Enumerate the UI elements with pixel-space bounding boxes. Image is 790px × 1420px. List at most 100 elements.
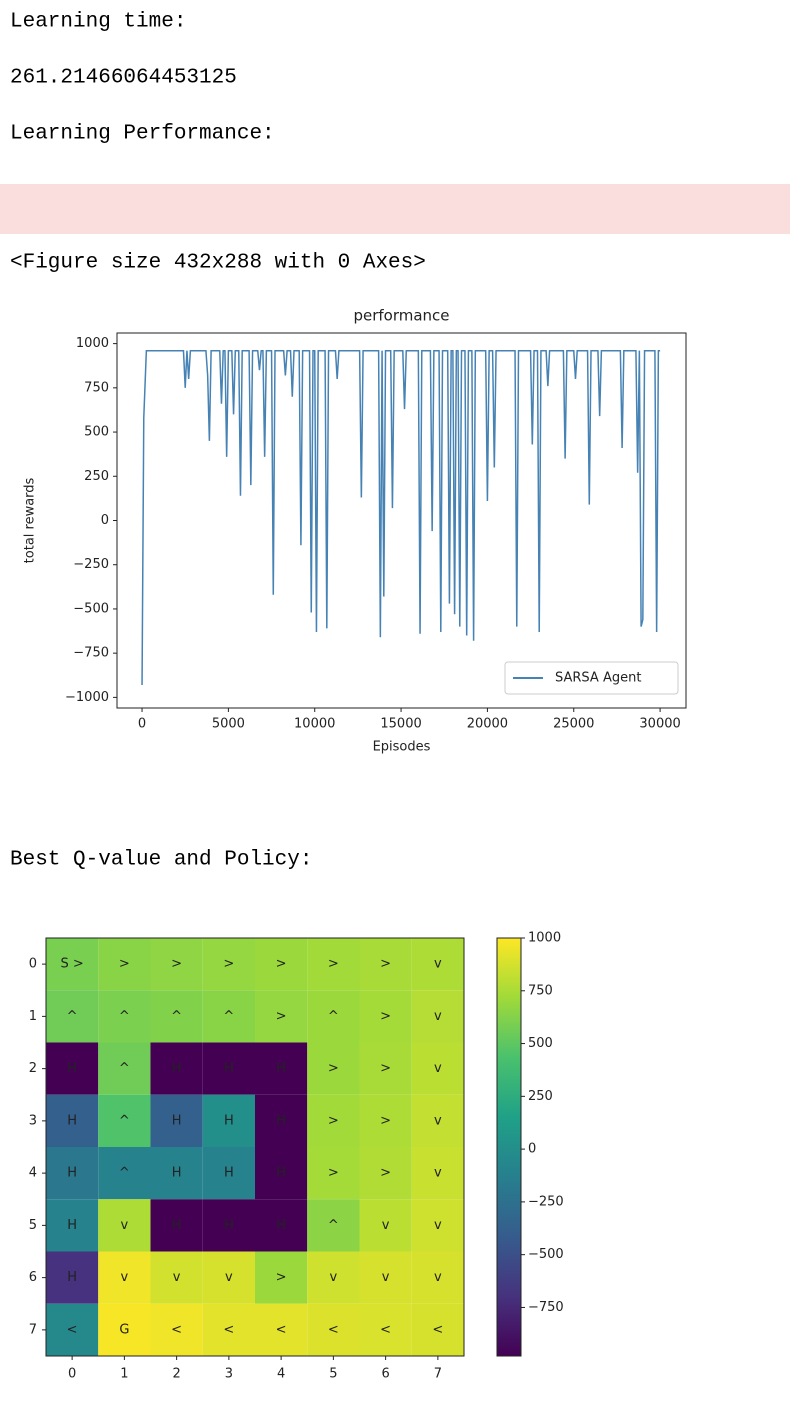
cell-annotation: < (328, 1322, 339, 1337)
colorbar (496, 937, 522, 1357)
x-axis-label: Episodes (373, 740, 431, 755)
x-tick-label: 25000 (553, 717, 594, 732)
colorbar-tick-label: 1000 (528, 931, 561, 946)
heatmap-cell (411, 1303, 464, 1356)
heatmap-cell (98, 938, 151, 991)
heatmap-cell (255, 1199, 308, 1252)
plot-frame (116, 332, 687, 709)
heatmap-cell (150, 1251, 203, 1304)
cell-annotation: > (276, 1270, 287, 1285)
heatmap-cell (202, 1303, 255, 1356)
heatmap-cell (359, 1199, 412, 1252)
x-tick-label: 2 (172, 1367, 180, 1382)
heatmap-cell (46, 1042, 99, 1095)
cell-annotation: ^ (67, 1009, 78, 1024)
cell-annotation: H (276, 1218, 286, 1233)
legend-box (504, 661, 679, 695)
cell-annotation: H (67, 1166, 77, 1181)
cell-annotation: > (276, 957, 287, 972)
cell-annotation: > (171, 957, 182, 972)
heatmap-cell (411, 938, 464, 991)
colorbar-tick-label: −250 (528, 1194, 564, 1209)
y-tick-label: 250 (84, 469, 109, 484)
y-tick-label: 1000 (76, 336, 109, 351)
heatmap-cell (150, 938, 203, 991)
data-line (141, 349, 661, 686)
heatmap-cell (46, 1251, 99, 1304)
heatmap-cell (46, 938, 99, 991)
colorbar-tick-label: 750 (528, 983, 553, 998)
heatmap-cell (150, 1303, 203, 1356)
y-tick-label: −250 (73, 557, 109, 572)
heatmap-cell (359, 990, 412, 1043)
y-tick-label: 5 (29, 1218, 37, 1233)
cell-annotation: ^ (328, 1009, 339, 1024)
heatmap-cell (307, 1303, 360, 1356)
cell-annotation: v (382, 1218, 390, 1233)
cell-annotation: ^ (223, 1009, 234, 1024)
value: 261.21466064453125 (10, 67, 237, 90)
cell-annotation: < (67, 1322, 78, 1337)
chart-title: performance (353, 307, 449, 325)
heatmap-cell (202, 990, 255, 1043)
heatmap-cell (307, 1042, 360, 1095)
heatmap-cell (98, 1199, 151, 1252)
cell-annotation: > (380, 1061, 391, 1076)
heatmap-cell (150, 1147, 203, 1200)
colorbar-tick-label: 250 (528, 1089, 553, 1104)
legend-label: SARSA Agent (555, 671, 641, 686)
x-tick-label: 3 (225, 1367, 233, 1382)
heatmap-cell (307, 1251, 360, 1304)
cell-annotation: ^ (171, 1009, 182, 1024)
heatmap-cell (411, 990, 464, 1043)
plot-frame (45, 937, 465, 1357)
colorbar-tick-label: 0 (528, 1142, 536, 1157)
heatmap-cell (202, 1147, 255, 1200)
y-tick-label: 750 (84, 380, 109, 395)
cell-annotation: v (434, 1113, 442, 1128)
heatmap-cell (411, 1199, 464, 1252)
y-tick-label: 0 (101, 513, 109, 528)
cell-annotation: > (380, 1166, 391, 1181)
cell-annotation: > (119, 957, 130, 972)
cell-annotation: H (172, 1218, 182, 1233)
heatmap-cell (307, 938, 360, 991)
heatmap-cell (255, 1251, 308, 1304)
heatmap-cell (46, 1147, 99, 1200)
cell-annotation: v (434, 1061, 442, 1076)
label: Learning time: (10, 11, 186, 34)
y-tick-label: 500 (84, 425, 109, 440)
heatmap-cell (255, 1094, 308, 1147)
heatmap-cell (202, 1199, 255, 1252)
y-tick-label: 2 (29, 1061, 37, 1076)
y-tick-label: −750 (73, 646, 109, 661)
cell-annotation: H (67, 1113, 77, 1128)
cell-annotation: H (224, 1166, 234, 1181)
cell-annotation: v (434, 1166, 442, 1181)
heatmap-cell (98, 990, 151, 1043)
cell-annotation: < (380, 1322, 391, 1337)
heatmap-cell (255, 1303, 308, 1356)
heatmap-cell (307, 1199, 360, 1252)
cell-annotation: < (432, 1322, 443, 1337)
y-axis-label: total rewards (23, 477, 38, 563)
cell-annotation: > (328, 1061, 339, 1076)
cell-annotation: ^ (119, 1009, 130, 1024)
y-tick-label: 0 (29, 957, 37, 972)
cell-annotation: < (276, 1322, 287, 1337)
cell-annotation: > (328, 957, 339, 972)
cell-annotation: v (434, 1009, 442, 1024)
cell-annotation: ^ (328, 1218, 339, 1233)
heatmap-cell (255, 1147, 308, 1200)
x-tick-label: 7 (434, 1367, 442, 1382)
cell-annotation: v (173, 1270, 181, 1285)
cell-annotation: H (172, 1061, 182, 1076)
colorbar-tick-label: −750 (528, 1300, 564, 1315)
heatmap-cell (359, 1042, 412, 1095)
heatmap-cell (359, 1303, 412, 1356)
cell-annotation: > (380, 1113, 391, 1128)
heatmap-cell (411, 1042, 464, 1095)
cell-annotation: > (328, 1113, 339, 1128)
heatmap-cell (98, 1147, 151, 1200)
